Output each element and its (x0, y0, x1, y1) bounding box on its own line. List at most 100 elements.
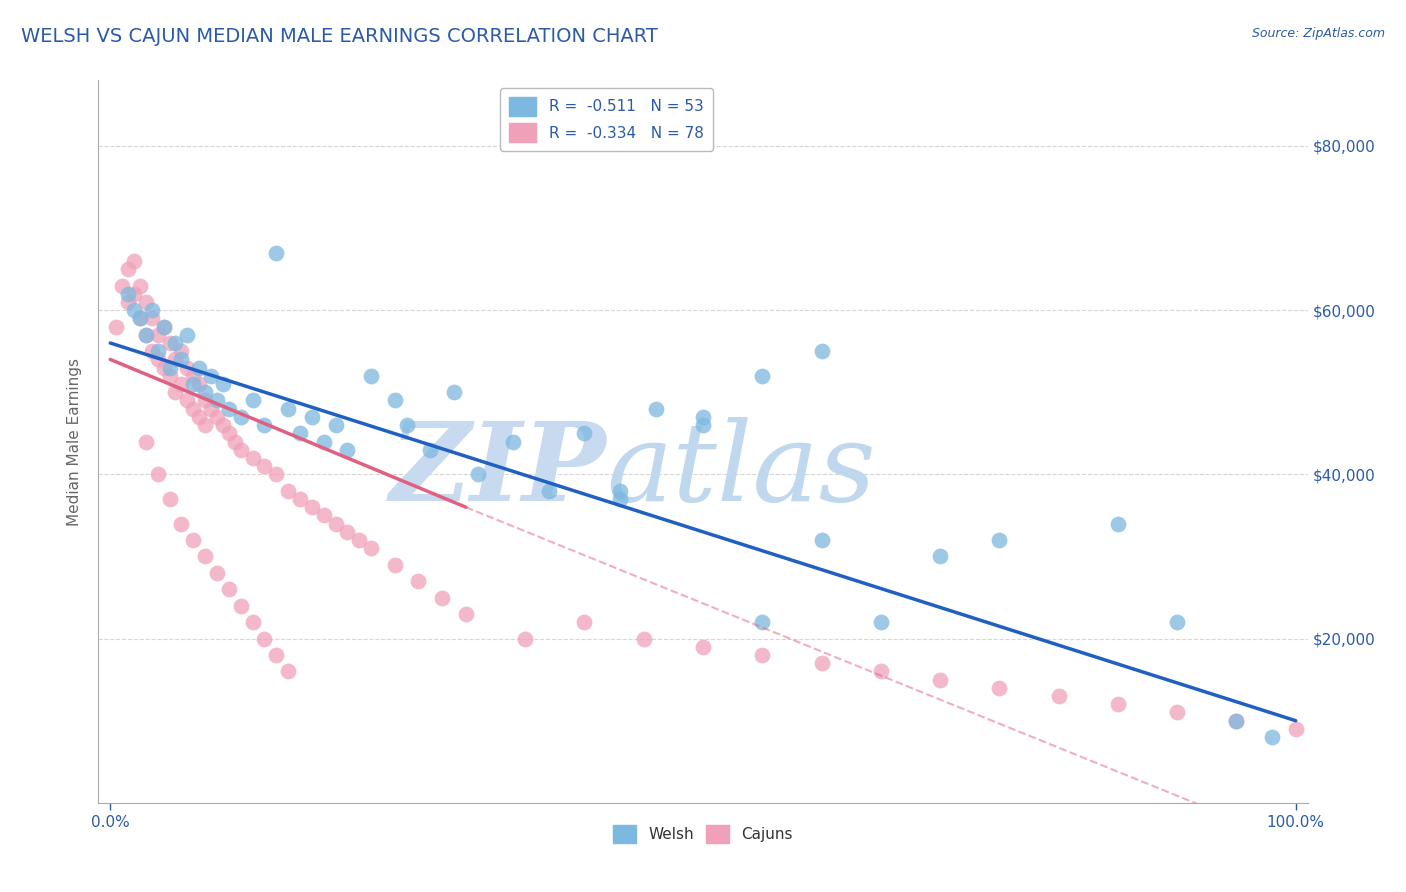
Point (692, 418, 714, 433)
Point (1166, 706, 1188, 720)
Point (253, 459, 276, 474)
Point (141, 311, 163, 326)
Point (218, 426, 240, 441)
Point (384, 393, 406, 408)
Point (988, 681, 1011, 695)
Point (384, 558, 406, 572)
Point (264, 467, 287, 482)
Point (159, 368, 181, 383)
Point (159, 491, 181, 506)
Point (288, 491, 311, 506)
Point (810, 533, 832, 547)
Point (454, 607, 477, 621)
Point (170, 516, 193, 531)
Point (105, 319, 128, 334)
Point (117, 286, 139, 301)
Point (229, 599, 252, 613)
Point (751, 615, 773, 630)
Point (170, 352, 193, 367)
Point (1261, 730, 1284, 744)
Point (200, 368, 222, 383)
Point (1107, 698, 1129, 712)
Point (253, 632, 276, 646)
Point (751, 648, 773, 662)
Point (111, 278, 134, 293)
Point (810, 657, 832, 671)
Point (181, 401, 204, 416)
Point (1285, 722, 1308, 736)
Point (419, 442, 441, 457)
Point (360, 541, 382, 556)
Point (181, 533, 204, 547)
Point (165, 336, 187, 351)
Point (1166, 615, 1188, 630)
Point (242, 450, 264, 465)
Point (408, 574, 430, 588)
Point (129, 278, 152, 293)
Point (152, 319, 174, 334)
Point (194, 418, 217, 433)
Point (165, 352, 187, 367)
Point (264, 245, 287, 260)
Point (229, 409, 252, 424)
Point (692, 409, 714, 424)
Point (929, 549, 952, 564)
Point (141, 344, 163, 359)
Point (188, 360, 211, 375)
Point (218, 582, 240, 597)
Point (810, 344, 832, 359)
Point (122, 303, 145, 318)
Point (146, 467, 169, 482)
Point (194, 385, 217, 400)
Point (253, 418, 276, 433)
Point (347, 533, 370, 547)
Point (122, 286, 145, 301)
Point (277, 483, 299, 498)
Point (312, 508, 335, 523)
Point (988, 533, 1011, 547)
Point (176, 393, 198, 408)
Point (135, 327, 157, 342)
Text: ZIP: ZIP (389, 417, 606, 524)
Point (633, 632, 655, 646)
Point (122, 253, 145, 268)
Point (467, 467, 489, 482)
Point (443, 385, 465, 400)
Point (277, 665, 299, 679)
Point (751, 368, 773, 383)
Y-axis label: Median Male Earnings: Median Male Earnings (67, 358, 83, 525)
Point (129, 311, 152, 326)
Point (152, 360, 174, 375)
Point (146, 352, 169, 367)
Point (288, 426, 311, 441)
Point (181, 368, 204, 383)
Point (205, 409, 228, 424)
Point (1225, 714, 1247, 728)
Point (218, 401, 240, 416)
Point (212, 418, 235, 433)
Point (869, 665, 891, 679)
Point (242, 615, 264, 630)
Point (1107, 516, 1129, 531)
Point (325, 516, 347, 531)
Point (117, 295, 139, 310)
Point (152, 319, 174, 334)
Point (135, 295, 157, 310)
Point (869, 615, 891, 630)
Point (312, 434, 335, 449)
Point (176, 360, 198, 375)
Point (141, 303, 163, 318)
Text: Source: ZipAtlas.com: Source: ZipAtlas.com (1251, 27, 1385, 40)
Point (336, 524, 359, 539)
Text: WELSH VS CAJUN MEDIAN MALE EARNINGS CORRELATION CHART: WELSH VS CAJUN MEDIAN MALE EARNINGS CORR… (21, 27, 658, 45)
Legend: Welsh, Cajuns: Welsh, Cajuns (607, 819, 799, 849)
Point (117, 262, 139, 277)
Point (188, 377, 211, 392)
Point (135, 434, 157, 449)
Point (194, 549, 217, 564)
Point (165, 385, 187, 400)
Point (146, 327, 169, 342)
Point (264, 648, 287, 662)
Point (574, 426, 596, 441)
Point (200, 401, 222, 416)
